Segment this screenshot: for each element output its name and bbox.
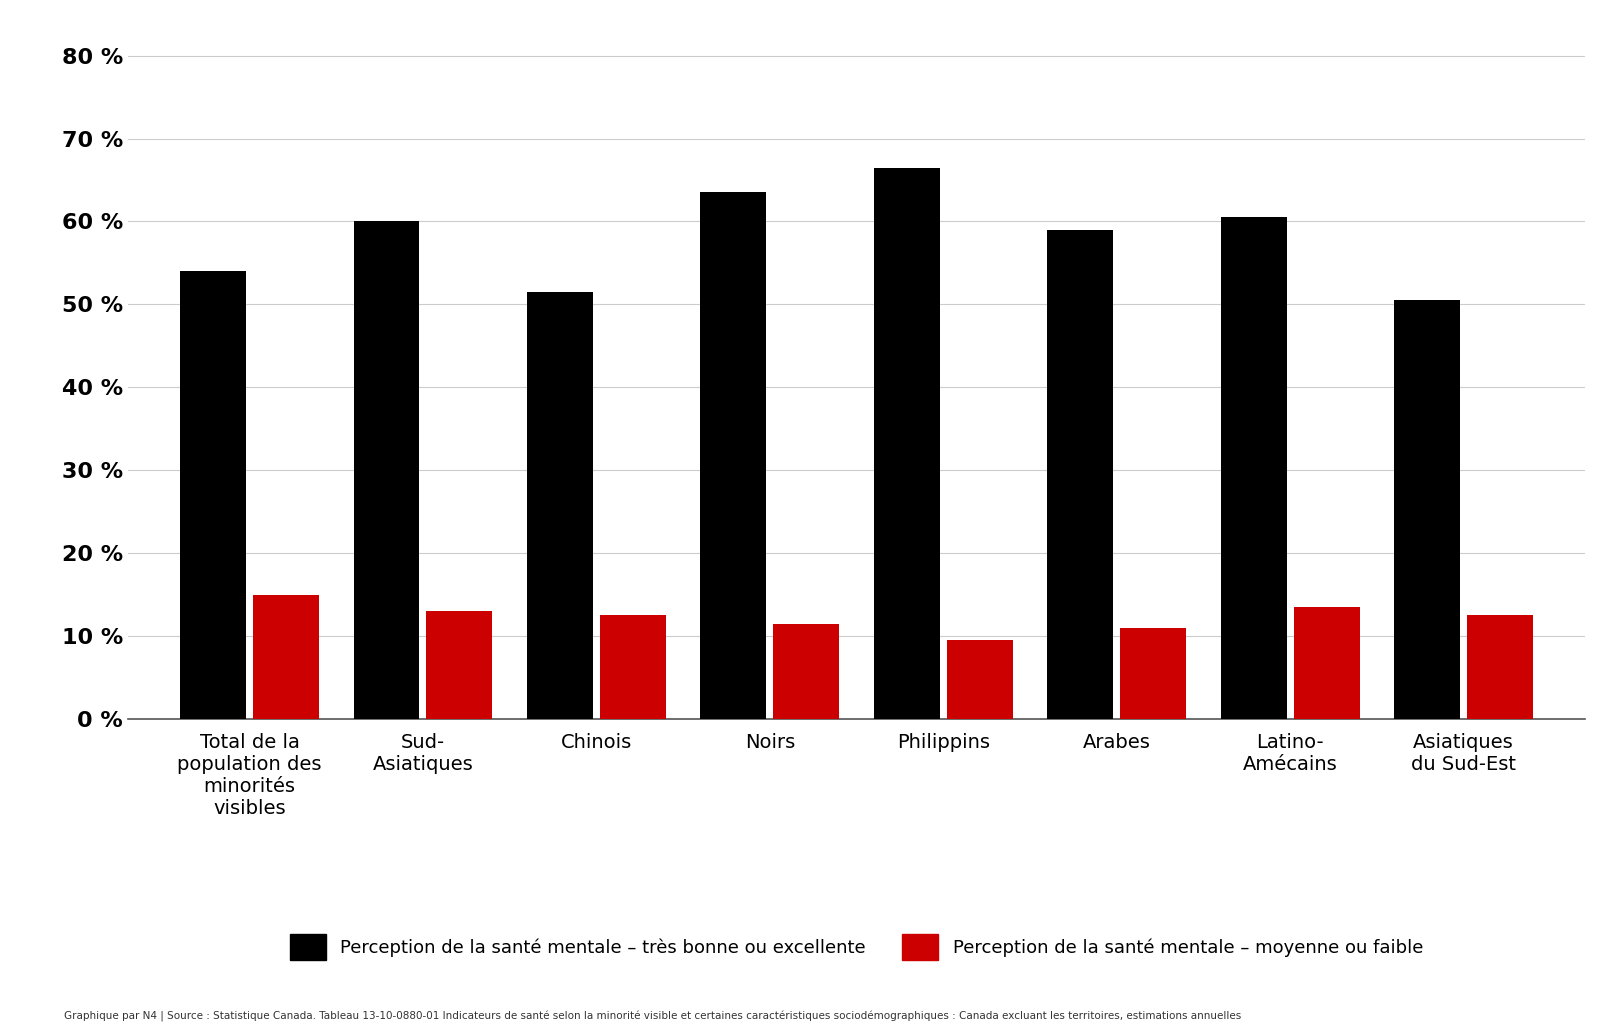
- Bar: [1121, 627, 1186, 719]
- Text: Graphique par N4 | Source : Statistique Canada. Tableau 13-10-0880-01 Indicateur: Graphique par N4 | Source : Statistique …: [64, 1011, 1241, 1022]
- Bar: [874, 167, 940, 719]
- Legend: Perception de la santé mentale – très bonne ou excellente, Perception de la sant: Perception de la santé mentale – très bo…: [290, 935, 1423, 960]
- Bar: [179, 271, 247, 719]
- Bar: [600, 615, 666, 719]
- Bar: [1467, 615, 1534, 719]
- Bar: [253, 595, 319, 719]
- Bar: [354, 222, 419, 719]
- Bar: [1294, 607, 1359, 719]
- Bar: [527, 292, 592, 719]
- Bar: [1047, 230, 1113, 719]
- Bar: [1220, 218, 1287, 719]
- Bar: [773, 623, 839, 719]
- Bar: [701, 192, 767, 719]
- Bar: [946, 640, 1012, 719]
- Bar: [426, 611, 493, 719]
- Bar: [1394, 300, 1460, 719]
